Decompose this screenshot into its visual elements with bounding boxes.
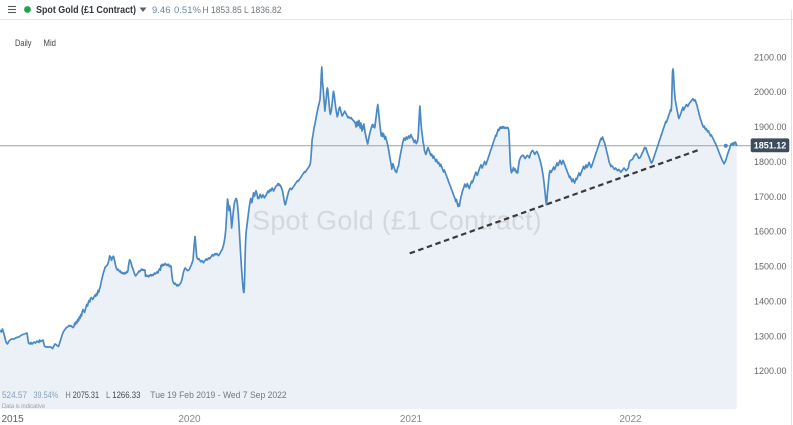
svg-text:1200.00: 1200.00 bbox=[754, 366, 787, 376]
svg-text:1300.00: 1300.00 bbox=[754, 331, 787, 341]
svg-text:9.46: 9.46 bbox=[152, 5, 171, 16]
svg-text:0.51%: 0.51% bbox=[174, 5, 201, 16]
svg-text:39.54%: 39.54% bbox=[34, 390, 59, 400]
svg-text:1700.00: 1700.00 bbox=[754, 192, 787, 202]
svg-text:1900.00: 1900.00 bbox=[754, 122, 787, 132]
svg-text:1500.00: 1500.00 bbox=[754, 262, 787, 272]
svg-text:Data is indicative: Data is indicative bbox=[2, 403, 45, 410]
svg-text:H 2075.31: H 2075.31 bbox=[66, 390, 100, 400]
svg-text:1400.00: 1400.00 bbox=[754, 296, 787, 306]
svg-text:Daily: Daily bbox=[15, 38, 32, 49]
svg-text:2015: 2015 bbox=[2, 414, 25, 425]
svg-text:H 1853.85 L 1836.82: H 1853.85 L 1836.82 bbox=[203, 5, 282, 16]
svg-text:L 1266.33: L 1266.33 bbox=[106, 390, 141, 400]
svg-text:1600.00: 1600.00 bbox=[754, 227, 787, 237]
svg-text:Tue 19 Feb 2019 - Wed 7 Sep 20: Tue 19 Feb 2019 - Wed 7 Sep 2022 bbox=[150, 390, 286, 400]
svg-text:Mid: Mid bbox=[44, 38, 57, 49]
svg-text:1851.12: 1851.12 bbox=[754, 141, 787, 151]
svg-text:2020: 2020 bbox=[178, 414, 201, 425]
svg-text:524.57: 524.57 bbox=[2, 390, 27, 400]
svg-text:Spot Gold (£1 Contract): Spot Gold (£1 Contract) bbox=[36, 4, 136, 16]
svg-text:1800.00: 1800.00 bbox=[754, 157, 787, 167]
svg-text:Spot Gold (£1 Contract): Spot Gold (£1 Contract) bbox=[252, 206, 542, 236]
svg-text:2000.00: 2000.00 bbox=[754, 87, 787, 97]
svg-text:2100.00: 2100.00 bbox=[754, 52, 787, 62]
svg-text:2022: 2022 bbox=[619, 414, 642, 425]
svg-text:2021: 2021 bbox=[400, 414, 423, 425]
